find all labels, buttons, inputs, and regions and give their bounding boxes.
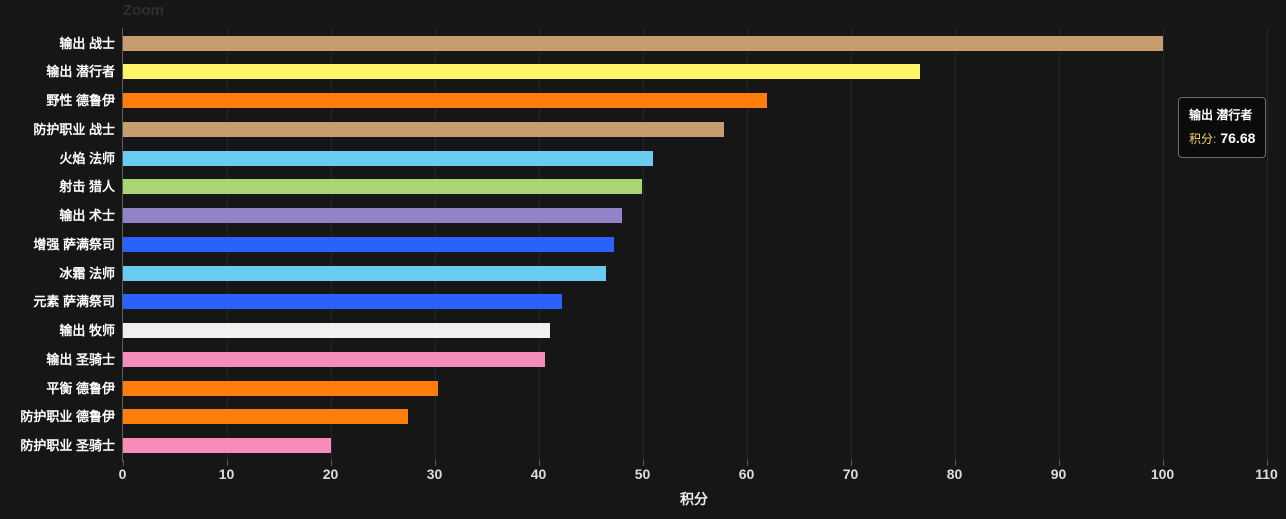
gridline-110 — [1266, 28, 1268, 460]
gridline-70 — [850, 28, 852, 460]
x-tick-50 — [642, 460, 644, 466]
x-tick-label-20: 20 — [322, 466, 339, 482]
x-tick-80 — [954, 460, 956, 466]
bar-1[interactable] — [123, 64, 921, 80]
x-tick-60 — [746, 460, 748, 466]
category-label-13: 防护职业 德鲁伊 — [20, 409, 115, 425]
x-tick-70 — [850, 460, 852, 466]
bar-4[interactable] — [123, 150, 654, 166]
bar-13[interactable] — [123, 409, 408, 425]
category-label-5: 射击 猎人 — [59, 179, 115, 195]
x-tick-label-90: 90 — [1050, 466, 1067, 482]
x-tick-110 — [1266, 460, 1268, 466]
bar-9[interactable] — [123, 294, 562, 310]
x-tick-label-10: 10 — [218, 466, 235, 482]
x-tick-10 — [226, 460, 228, 466]
gridline-100 — [1162, 28, 1164, 460]
x-tick-100 — [1162, 460, 1164, 466]
bar-6[interactable] — [123, 208, 623, 223]
category-label-2: 野性 德鲁伊 — [46, 93, 115, 108]
category-label-0: 输出 战士 — [59, 35, 115, 51]
x-tick-0 — [122, 460, 124, 466]
x-tick-label-70: 70 — [842, 466, 859, 482]
category-label-4: 火焰 法师 — [59, 150, 115, 166]
gridline-90 — [1058, 28, 1060, 460]
category-label-12: 平衡 德鲁伊 — [46, 380, 115, 396]
x-tick-label-60: 60 — [738, 466, 755, 482]
bar-0[interactable] — [123, 35, 1163, 51]
category-label-11: 输出 圣骑士 — [46, 351, 115, 367]
category-label-1: 输出 潜行者 — [46, 64, 115, 80]
category-label-6: 输出 术士 — [59, 208, 115, 223]
bar-11[interactable] — [123, 351, 546, 367]
gridline-80 — [954, 28, 956, 460]
tooltip-value-line: 积分: 76.68 — [1189, 130, 1255, 148]
x-tick-40 — [538, 460, 540, 466]
gridline-50 — [642, 28, 644, 460]
bar-12[interactable] — [123, 380, 439, 396]
x-tick-label-110: 110 — [1255, 466, 1278, 482]
gridline-60 — [746, 28, 748, 460]
category-label-9: 元素 萨满祭司 — [33, 294, 115, 310]
x-tick-label-0: 0 — [118, 466, 127, 482]
tooltip: 输出 潜行者 积分: 76.68 — [1178, 97, 1267, 158]
bar-3[interactable] — [123, 121, 725, 137]
bar-2[interactable] — [123, 93, 767, 108]
bar-7[interactable] — [123, 236, 614, 252]
zoom-title: Zoom — [123, 2, 164, 19]
bar-10[interactable] — [123, 323, 551, 338]
tooltip-category: 输出 潜行者 — [1189, 108, 1253, 122]
x-tick-label-80: 80 — [946, 466, 963, 482]
category-label-10: 输出 牧师 — [59, 323, 115, 338]
category-label-7: 增强 萨满祭司 — [33, 236, 115, 252]
x-tick-label-50: 50 — [634, 466, 651, 482]
category-label-3: 防护职业 战士 — [33, 121, 115, 137]
y-axis-line — [122, 28, 123, 462]
tooltip-value: 76.68 — [1220, 130, 1256, 146]
x-tick-label-40: 40 — [530, 466, 547, 482]
bar-8[interactable] — [123, 265, 606, 281]
x-axis-title: 积分 — [680, 491, 708, 507]
category-label-8: 冰霜 法师 — [59, 265, 115, 281]
x-tick-label-30: 30 — [426, 466, 443, 482]
x-tick-30 — [434, 460, 436, 466]
category-label-14: 防护职业 圣骑士 — [20, 438, 115, 453]
x-tick-20 — [330, 460, 332, 466]
bar-5[interactable] — [123, 179, 642, 195]
x-tick-label-100: 100 — [1150, 466, 1175, 482]
tooltip-value-label: 积分 — [1189, 132, 1214, 146]
x-tick-90 — [1058, 460, 1060, 466]
tooltip-separator: : — [1213, 132, 1217, 146]
bar-14[interactable] — [123, 438, 331, 453]
